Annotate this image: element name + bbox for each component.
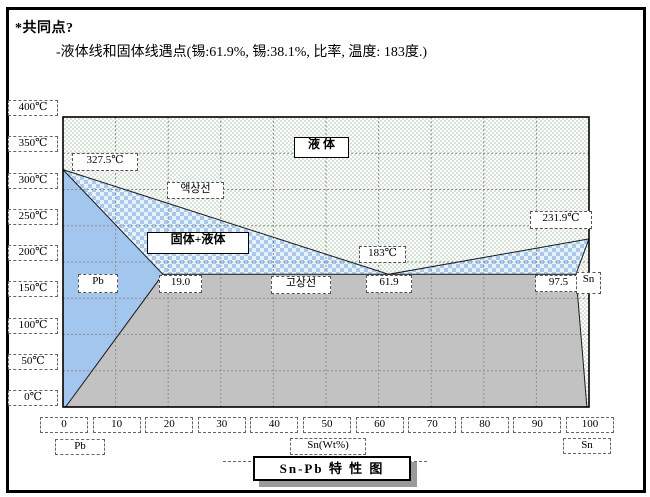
x-axis-tick-label: 90	[513, 417, 562, 433]
y-axis-tick-label: 250℃	[8, 208, 58, 225]
x-axis-tick-label: 40	[250, 417, 299, 433]
x-axis-tick-label: 50	[303, 417, 351, 433]
plot-label--: 液 体	[294, 137, 349, 158]
y-axis-tick-label: 400℃	[8, 100, 58, 116]
chart-title: Sn-Pb 特 性 图	[253, 456, 411, 481]
solvus-beta-line	[575, 274, 588, 408]
plot-label-61.9: 61.9	[366, 275, 412, 293]
plot-label--: 액상선	[167, 182, 224, 199]
x-axis-tick-label: 30	[197, 417, 246, 433]
x-axis-left-element-label: Pb	[55, 439, 105, 455]
y-axis-tick-label: 300℃	[8, 172, 58, 189]
header-question: *共同点?	[15, 21, 74, 36]
plot-label-Pb: Pb	[78, 274, 118, 293]
x-axis-tick-label: 60	[355, 417, 404, 433]
x-axis-title: Sn(Wt%)	[290, 438, 366, 455]
plot-label-183-: 183℃	[359, 246, 406, 263]
plot-label-231.9-: 231.9℃	[530, 211, 592, 229]
plot-label-97.5: 97.5	[535, 275, 582, 292]
plot-label--: 고상선	[271, 276, 331, 294]
plot-label-327.5-: 327.5℃	[72, 153, 138, 171]
solidus-left-line	[62, 169, 164, 275]
y-axis-tick-label: 100℃	[8, 317, 58, 334]
y-axis-tick-label: 200℃	[8, 245, 58, 261]
x-axis-tick-label: 20	[145, 417, 194, 433]
y-axis-tick-label: 350℃	[8, 136, 58, 153]
page-border	[6, 7, 646, 493]
plot-label-Sn: Sn	[576, 272, 601, 294]
header-answer: -液体线和固体线遇点(锡:61.9%, 锡:38.1%, 比率, 温度: 183…	[56, 45, 427, 60]
plot-label-19.0: 19.0	[159, 275, 202, 293]
solidus-right-line	[575, 238, 590, 275]
y-axis-tick-label: 0℃	[8, 390, 58, 406]
x-axis-tick-label: 100	[566, 417, 614, 433]
plot-border	[62, 116, 590, 408]
y-axis-tick-label: 50℃	[8, 353, 58, 370]
x-axis-tick-label: 0	[40, 417, 88, 433]
x-axis-tick-label: 80	[460, 417, 509, 433]
region-solid-two-phase	[65, 274, 587, 407]
x-axis-tick-label: 70	[408, 417, 457, 433]
x-axis-tick-label: 10	[92, 417, 141, 433]
solvus-alpha-line	[65, 274, 164, 408]
plot-label--: 固体+液体	[147, 232, 249, 254]
y-axis-tick-label: 150℃	[8, 281, 58, 298]
x-axis-right-element-label: Sn	[563, 438, 611, 454]
